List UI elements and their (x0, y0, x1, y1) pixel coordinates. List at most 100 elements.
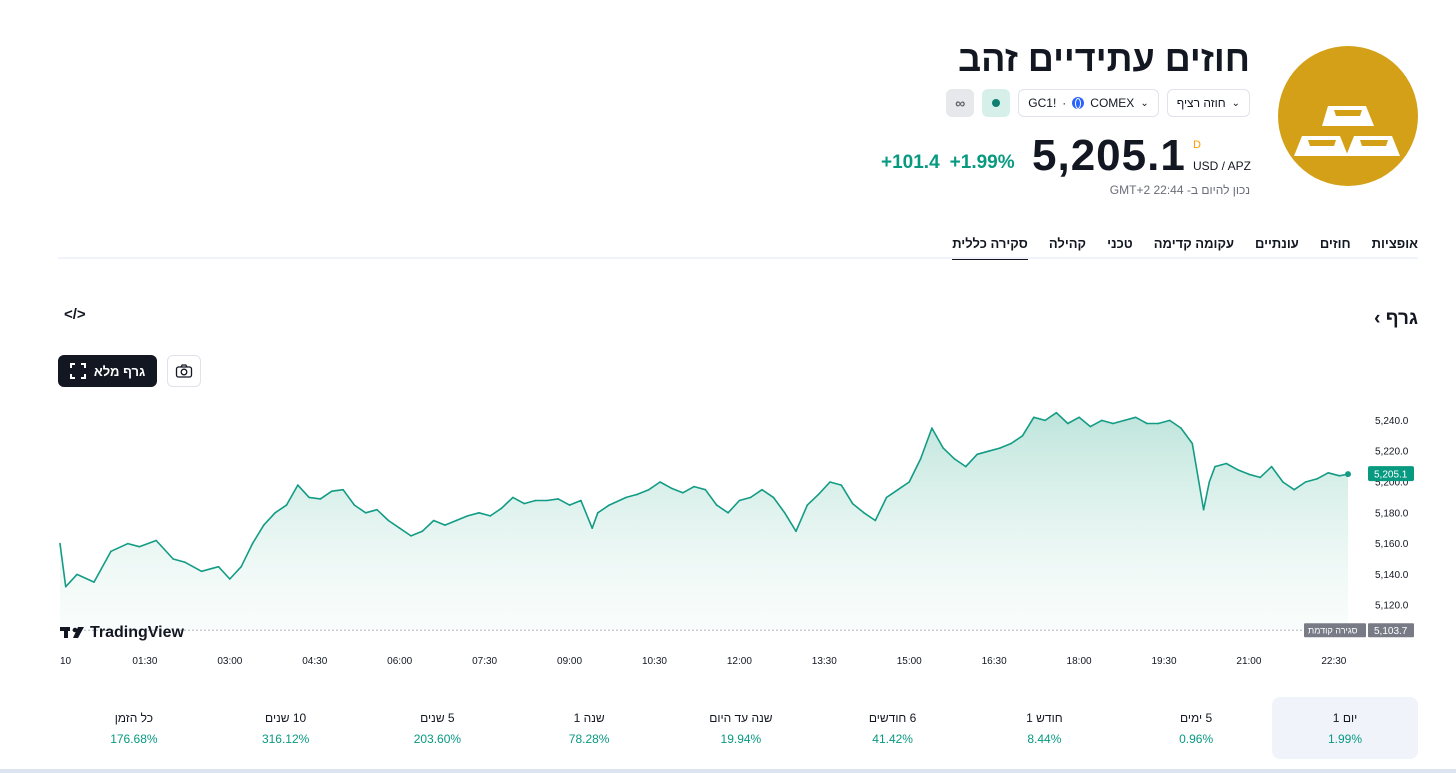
period-10y[interactable]: 10 שנים 316.12% (261, 711, 310, 746)
price-point (897, 488, 899, 491)
price-point (546, 499, 548, 502)
y-tick-label: 5,220.0 (1375, 447, 1409, 458)
x-tick-label: 10:30 (642, 656, 667, 667)
gold-bars-icon (1294, 106, 1400, 156)
tabs-divider (58, 257, 1418, 259)
price-point (806, 504, 809, 506)
price-point (919, 458, 922, 460)
price-point (987, 450, 990, 453)
symbol-code: GC1! (1028, 96, 1057, 110)
price-point (999, 447, 1001, 449)
price-point (251, 542, 254, 545)
price-point (608, 504, 610, 506)
period-ytd[interactable]: שנה עד היום 19.94% (709, 711, 773, 746)
last-price: 5,205.1 (1032, 131, 1186, 180)
price-point (1214, 465, 1216, 468)
price-point (1089, 425, 1092, 428)
price-point (455, 519, 458, 522)
price-point (183, 561, 186, 563)
exchange-selector[interactable]: GC1! · COMEX ⌄ (1018, 89, 1159, 117)
price-point (1044, 419, 1046, 422)
contract-selector[interactable]: חוזה רציף ⌄ (1166, 89, 1250, 117)
period-5y[interactable]: 5 שנים 203.60% (413, 711, 462, 746)
separator-dot: · (1062, 96, 1067, 110)
globe-icon (1072, 97, 1085, 109)
price-point (580, 499, 582, 502)
price-point (738, 499, 741, 502)
chevron-down-icon: ⌄ (1140, 97, 1149, 109)
fullscreen-icon (69, 363, 86, 379)
price-point (727, 512, 729, 514)
price-point (1316, 478, 1318, 480)
x-tick-label: 01:30 (132, 656, 157, 667)
tab-forward-curve[interactable]: עקומה קדימה (1153, 236, 1234, 251)
x-tick-label: 03:00 (217, 656, 242, 667)
x-tick-label: 21:00 (1236, 656, 1261, 667)
price-point (636, 493, 639, 496)
price-point (76, 573, 78, 576)
price-point (364, 512, 367, 514)
chart-section-title[interactable]: גרף › (1374, 308, 1418, 329)
market-status-button[interactable] (982, 89, 1011, 117)
x-start-label: 10 (60, 656, 72, 667)
chevron-right-icon: › (1374, 308, 1381, 329)
price-point (263, 524, 265, 526)
period-1y[interactable]: שנה 1 78.28% (568, 711, 610, 746)
tab-seasonals[interactable]: עונתיים (1254, 236, 1299, 251)
tab-community[interactable]: קהילה (1048, 236, 1087, 251)
price-point (1248, 473, 1250, 476)
price-point (1055, 411, 1058, 414)
price-point (308, 496, 310, 499)
x-tick-label: 15:00 (897, 656, 922, 667)
price-point (1078, 416, 1080, 419)
infinity-icon: ∞ (955, 95, 966, 111)
x-tick-label: 07:30 (472, 656, 497, 667)
price-point (1021, 435, 1024, 437)
price-point (1067, 422, 1069, 425)
y-tick-label: 5,240.0 (1375, 416, 1409, 427)
tradingview-watermark: TradingView (60, 624, 185, 641)
price-point (1236, 468, 1239, 471)
currency-label: USD / APZ (1193, 159, 1252, 173)
price-point (976, 453, 978, 456)
embed-code-icon[interactable]: </> (64, 306, 86, 323)
period-1m[interactable]: חודש 1 8.44% (1026, 711, 1063, 746)
price-point (410, 535, 412, 537)
price-point (942, 447, 944, 449)
performance-periods: יום 1 1.99% 5 ימים 0.96% חודש 1 8.44% 6 חוד… (58, 697, 1418, 759)
y-tick-label: 5,140.0 (1375, 570, 1409, 581)
price-point (965, 465, 967, 468)
price-point (110, 550, 112, 553)
price-point (64, 585, 67, 588)
period-6m[interactable]: 6 חודשים 41.42% (868, 711, 917, 746)
as-of-time: נכון להיום ב- 22:44 GMT+2 (1109, 183, 1250, 197)
exchange-label: COMEX (1090, 96, 1135, 110)
tab-options[interactable]: אופציות (1371, 236, 1418, 251)
price-point (297, 484, 299, 486)
last-price-label: 5,205.1 (1368, 466, 1414, 482)
price-point (874, 519, 877, 522)
y-tick-label: 5,200.0 (1375, 478, 1409, 489)
price-point (59, 542, 61, 545)
period-1d[interactable]: יום 1 1.99% (1272, 697, 1418, 759)
price-point (1010, 442, 1012, 445)
price-point (1208, 481, 1211, 483)
full-chart-button[interactable]: גרף מלא (58, 355, 157, 387)
price-point (1157, 422, 1160, 425)
chevron-down-icon: ⌄ (1231, 97, 1240, 109)
price-change: +101.4 +1.99% (881, 152, 1015, 174)
change-percent: +1.99% (949, 152, 1015, 173)
price-point (1338, 475, 1341, 477)
price-point (285, 504, 288, 506)
tab-technicals[interactable]: טכני (1107, 236, 1133, 251)
period-5d[interactable]: 5 ימים 0.96% (1179, 711, 1214, 746)
infinity-button[interactable]: ∞ (946, 89, 975, 117)
price-point (478, 512, 480, 514)
x-tick-label: 09:00 (557, 656, 582, 667)
y-tick-label: 5,180.0 (1375, 508, 1409, 519)
snapshot-button[interactable] (167, 355, 201, 387)
tab-contracts[interactable]: חוזים (1319, 236, 1351, 251)
x-tick-label: 04:30 (302, 656, 327, 667)
period-all-time[interactable]: כל הזמן 176.68% (110, 711, 158, 746)
